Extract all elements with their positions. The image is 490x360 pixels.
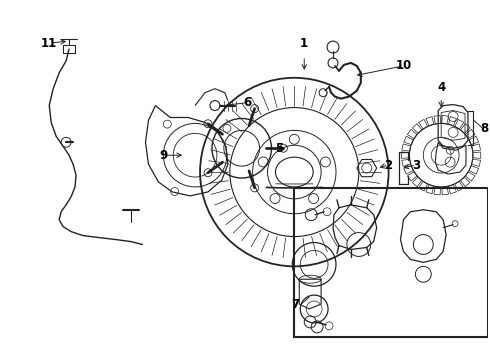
Text: 7: 7 bbox=[291, 297, 299, 311]
Bar bbox=[63, 45, 75, 53]
Text: 4: 4 bbox=[437, 81, 445, 94]
Text: 10: 10 bbox=[395, 59, 412, 72]
Bar bbox=[294, 188, 488, 337]
Text: 2: 2 bbox=[385, 159, 392, 172]
Text: 6: 6 bbox=[244, 96, 252, 109]
Text: 3: 3 bbox=[412, 159, 420, 172]
Text: 5: 5 bbox=[275, 142, 284, 155]
Text: 8: 8 bbox=[481, 122, 489, 135]
Text: 1: 1 bbox=[300, 37, 308, 50]
Text: 11: 11 bbox=[41, 37, 57, 50]
Text: 9: 9 bbox=[159, 149, 168, 162]
